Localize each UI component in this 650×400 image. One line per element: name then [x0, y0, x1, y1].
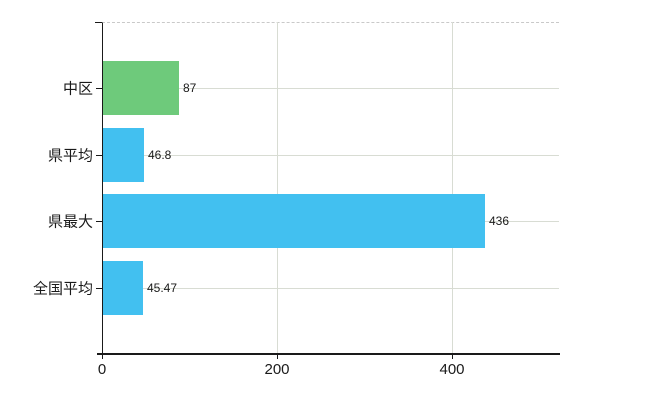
- bar-value-label: 436: [489, 214, 510, 228]
- category-label: 県最大: [47, 213, 93, 231]
- gridline-vertical: [452, 22, 453, 354]
- plot-area: [102, 22, 559, 354]
- y-axis-tick: [96, 88, 102, 89]
- x-axis-tick: [102, 355, 103, 359]
- bar-value-label: 46.8: [148, 148, 172, 162]
- gridline-horizontal: [103, 88, 559, 89]
- category-label: 全国平均: [32, 280, 93, 298]
- category-label: 県平均: [47, 147, 93, 165]
- y-axis-end-tick: [95, 22, 102, 23]
- x-axis-tick: [452, 355, 453, 359]
- gridline-horizontal: [103, 155, 559, 156]
- gridline-vertical: [277, 22, 278, 354]
- y-axis-tick: [96, 288, 102, 289]
- chart-bar: [103, 261, 143, 315]
- chart-bar: [103, 128, 144, 182]
- bar-value-label: 45.47: [147, 281, 178, 295]
- x-axis-tick-label: 400: [439, 361, 465, 378]
- chart-bar: [103, 194, 485, 248]
- y-axis-tick: [96, 155, 102, 156]
- chart-bar: [103, 61, 179, 115]
- x-axis-tick-label: 200: [264, 361, 290, 378]
- x-axis-tick-label: 0: [97, 361, 107, 378]
- x-axis-line: [97, 353, 560, 355]
- y-axis-tick: [96, 221, 102, 222]
- x-axis-tick: [277, 355, 278, 359]
- category-label: 中区: [62, 80, 93, 98]
- gridline-horizontal: [103, 288, 559, 289]
- bar-value-label: 87: [183, 81, 197, 95]
